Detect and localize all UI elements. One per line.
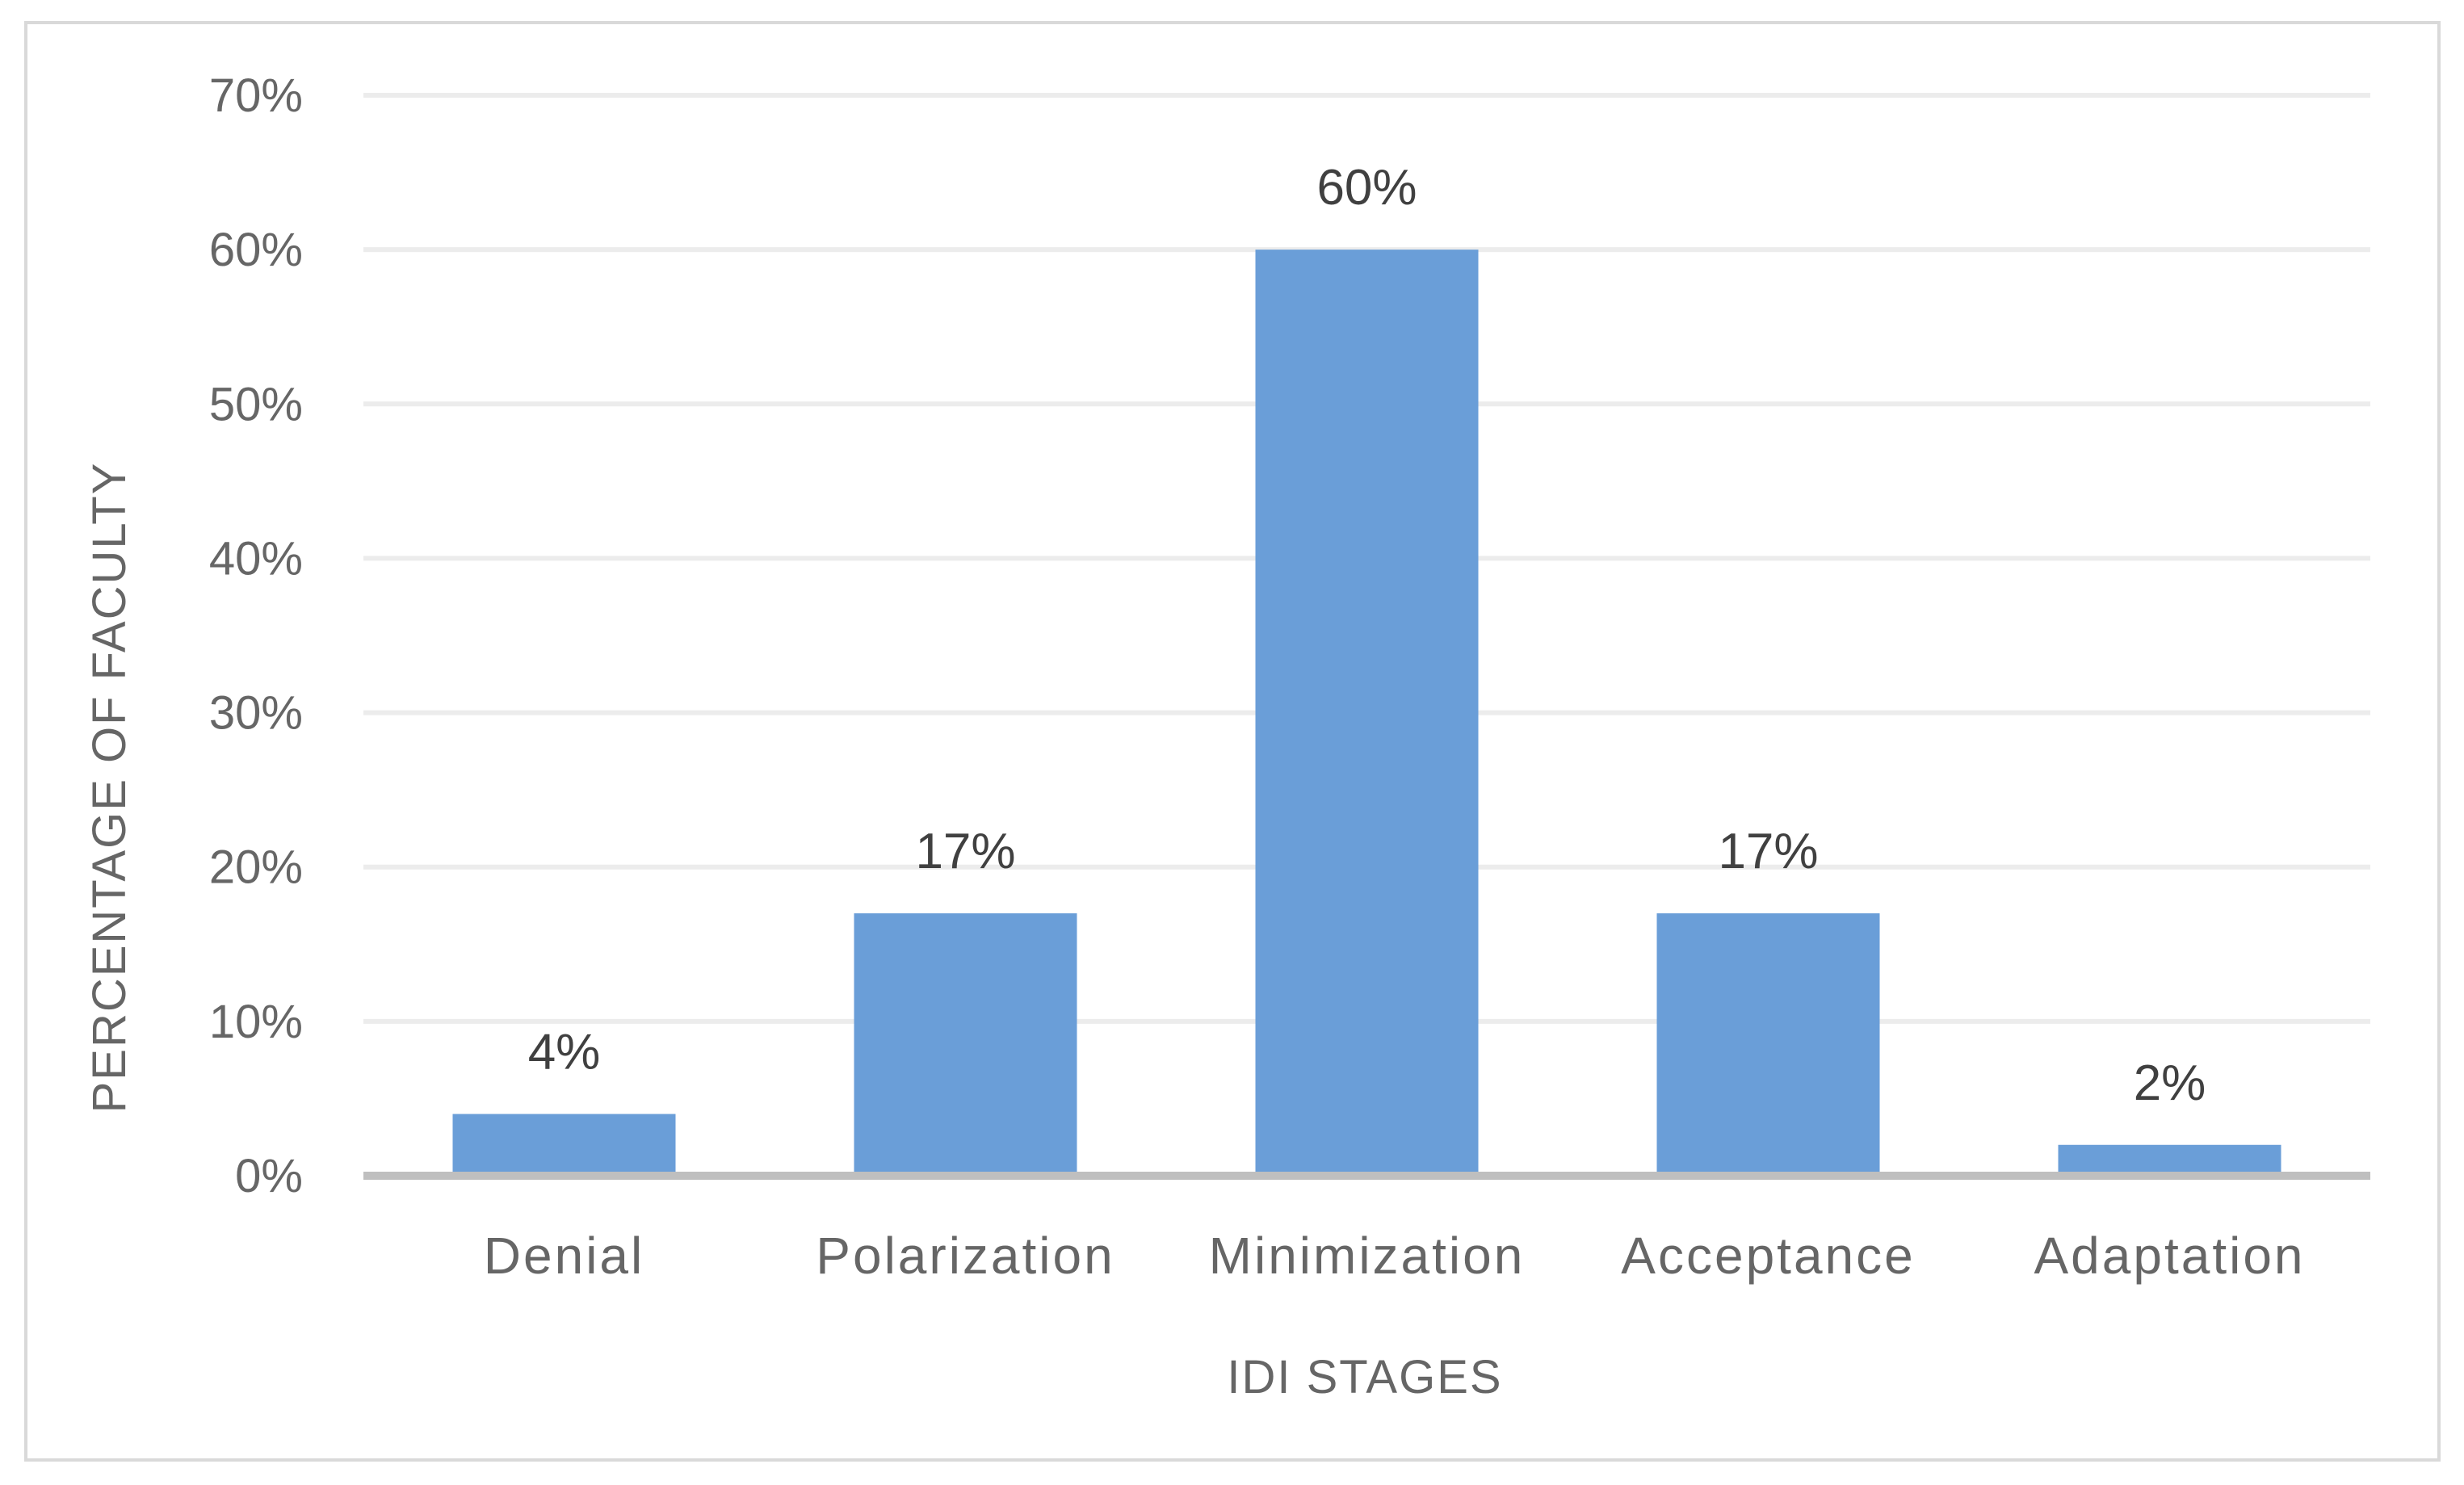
y-tick-label: 40% [209,532,303,585]
data-label-adaptation: 2% [2134,1055,2206,1111]
bar-adaptation [2058,1144,2281,1176]
x-tick-label-minimization: Minimization [1209,1227,1526,1285]
y-axis-title: PERCENTAGE OF FACULTY [83,462,136,1114]
y-tick-label: 0% [235,1150,303,1202]
x-tick-label-polarization: Polarization [816,1227,1114,1285]
x-tick-label-adaptation: Adaptation [2034,1227,2305,1285]
bar-polarization [854,913,1077,1176]
bars [452,250,2281,1177]
y-tick-label: 10% [209,996,303,1048]
data-label-minimization: 60% [1316,160,1417,216]
data-label-denial: 4% [528,1025,601,1080]
x-tick-label-acceptance: Acceptance [1621,1227,1915,1285]
chart-frame [24,21,2441,1462]
y-axis-ticks: 0% 10% 20% 30% 40% 50% 60% 70% [209,69,303,1202]
y-tick-label: 60% [209,224,303,276]
y-tick-label: 50% [209,378,303,430]
data-label-acceptance: 17% [1718,824,1818,879]
y-tick-label: 70% [209,69,303,122]
bar-acceptance [1656,913,1880,1176]
bar-minimization [1255,250,1479,1177]
x-axis-title: IDI STAGES [1227,1351,1502,1403]
x-axis-ticks: Denial Polarization Minimization Acceptance… [484,1227,2305,1285]
y-tick-label: 30% [209,687,303,740]
data-label-polarization: 17% [915,824,1015,879]
x-tick-label-denial: Denial [484,1227,644,1285]
bar-denial [452,1114,676,1176]
y-tick-label: 20% [209,841,303,894]
data-labels: 4% 17% 60% 17% 2% [528,160,2206,1111]
